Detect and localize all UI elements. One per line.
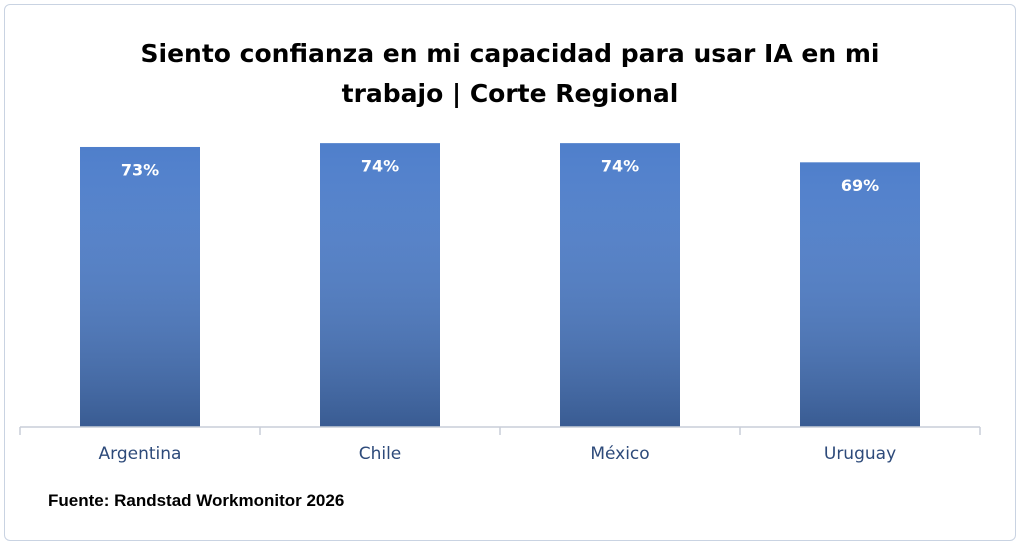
x-tick-label: Chile [359, 444, 402, 464]
x-tick-label: Uruguay [824, 444, 896, 464]
bar [320, 143, 440, 428]
value-label: 74% [601, 157, 639, 176]
bar [560, 143, 680, 428]
x-tick-label: México [590, 444, 649, 464]
value-label: 73% [121, 160, 159, 179]
source-note: Fuente: Randstad Workmonitor 2026 [48, 491, 345, 510]
bar [80, 146, 200, 428]
value-label: 69% [841, 176, 879, 195]
x-tick-label: Argentina [99, 444, 182, 464]
bar [800, 162, 920, 428]
value-label: 74% [361, 157, 399, 176]
frame [4, 4, 1016, 541]
chart-title: Siento confianza en mi capacidad para us… [140, 39, 880, 108]
